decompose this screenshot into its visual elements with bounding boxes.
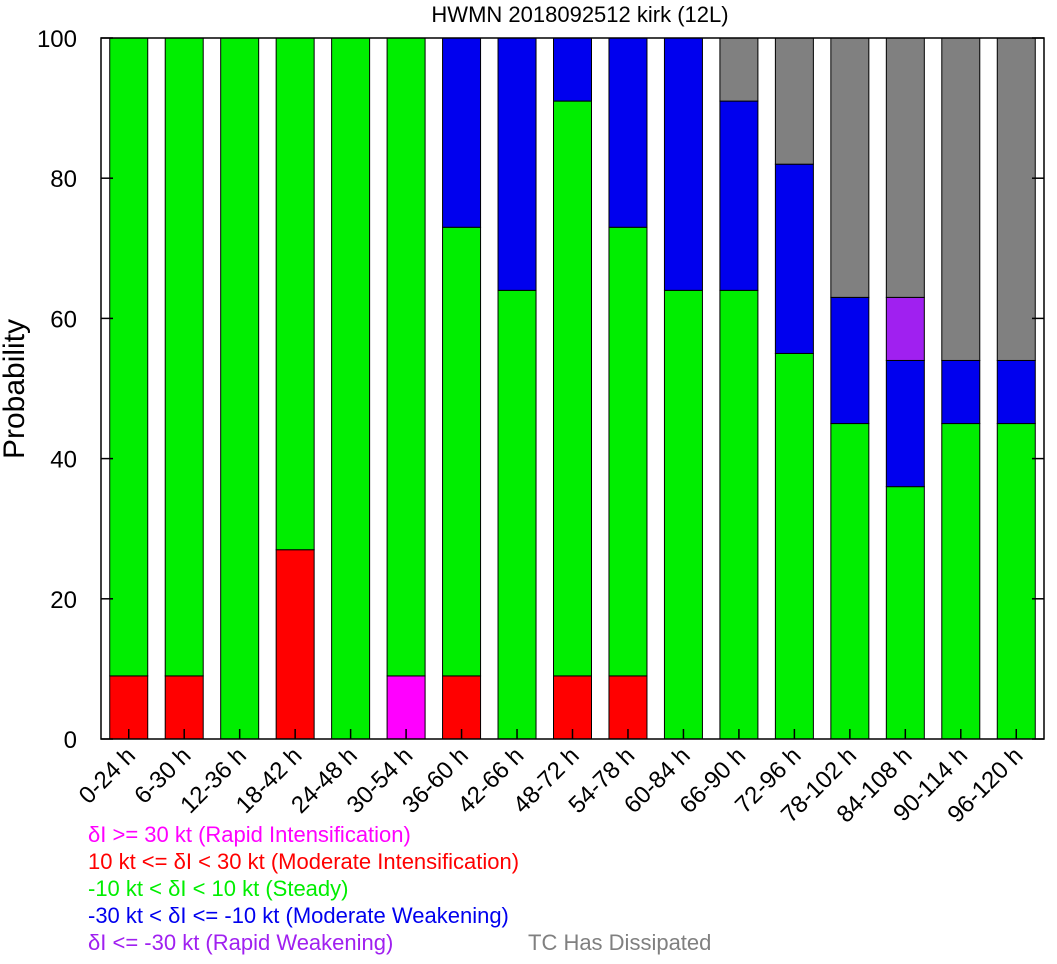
- bar-segment: [608, 37, 648, 228]
- bar-segment: [885, 296, 925, 361]
- legend-entry: δI <= -30 kt (Rapid Weakening): [88, 930, 393, 955]
- bar-segment: [608, 675, 648, 740]
- bar-segment: [774, 37, 814, 165]
- bar-segment: [941, 423, 981, 740]
- legend-entry: TC Has Dissipated: [528, 930, 711, 955]
- bar-segment: [109, 37, 149, 677]
- bar-segment: [719, 100, 759, 291]
- bar-segment: [774, 163, 814, 354]
- legend-entry: δI >= 30 kt (Rapid Intensification): [88, 822, 411, 847]
- bar-segment: [109, 675, 149, 740]
- bars-layer: [109, 37, 1036, 740]
- bar-segment: [774, 352, 814, 740]
- bar-segment: [996, 37, 1036, 361]
- y-tick-label: 40: [50, 447, 77, 474]
- y-tick-label: 100: [37, 26, 77, 53]
- bar-segment: [386, 37, 426, 677]
- bar-segment: [885, 486, 925, 740]
- bar-segment: [442, 226, 482, 677]
- bar-segment: [885, 359, 925, 488]
- bar-segment: [719, 289, 759, 740]
- legend-entry: 10 kt <= δI < 30 kt (Moderate Intensific…: [88, 849, 519, 874]
- bar-segment: [553, 100, 592, 677]
- legend: δI >= 30 kt (Rapid Intensification)10 kt…: [88, 822, 711, 955]
- bar-segment: [996, 423, 1036, 740]
- y-tick-label: 0: [64, 727, 77, 754]
- bar-segment: [442, 675, 482, 740]
- bar-segment: [553, 37, 592, 102]
- bar-segment: [941, 37, 981, 361]
- bar-segment: [663, 37, 703, 291]
- bar-segment: [497, 289, 537, 740]
- bar-segment: [442, 37, 482, 228]
- bar-segment: [331, 37, 371, 740]
- bar-segment: [164, 675, 204, 740]
- y-tick-label: 20: [50, 587, 77, 614]
- bar-segment: [608, 226, 648, 677]
- bar-segment: [830, 423, 870, 740]
- bar-segment: [164, 37, 204, 677]
- y-axis-label: Probability: [0, 319, 31, 459]
- legend-entry: -10 kt < δI < 10 kt (Steady): [88, 876, 348, 901]
- bar-segment: [497, 37, 537, 291]
- y-tick-label: 80: [50, 166, 77, 193]
- x-tick-label: 0-24 h: [74, 742, 141, 809]
- bar-segment: [830, 37, 870, 298]
- chart-title: HWMN 2018092512 kirk (12L): [431, 2, 728, 27]
- bar-segment: [275, 549, 315, 740]
- bar-segment: [830, 296, 870, 425]
- y-tick-label: 60: [50, 306, 77, 333]
- bar-segment: [663, 289, 703, 740]
- bar-segment: [220, 37, 260, 740]
- bar-segment: [996, 359, 1036, 425]
- bar-segment: [941, 359, 981, 425]
- bar-segment: [885, 37, 925, 298]
- legend-entry: -30 kt < δI <= -10 kt (Moderate Weakenin…: [88, 903, 509, 928]
- bar-segment: [275, 37, 315, 551]
- bar-segment: [719, 37, 759, 102]
